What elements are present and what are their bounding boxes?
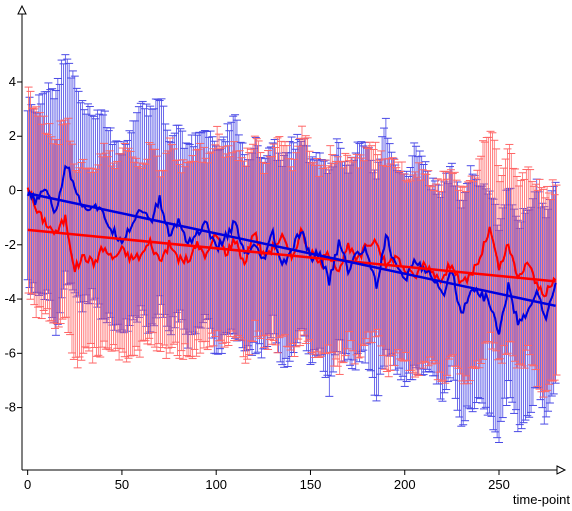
x-tick-label: 250 [488, 477, 510, 492]
trend-line [27, 228, 556, 283]
axes [17, 4, 567, 475]
x-axis-arrow [556, 465, 567, 475]
x-tick-label: 200 [394, 477, 416, 492]
y-tick-label: -6 [4, 345, 16, 360]
trend-line [27, 192, 556, 308]
x-tick-label: 0 [24, 477, 31, 492]
y-tick-label: 0 [9, 183, 16, 198]
y-tick-label: 4 [9, 74, 16, 89]
y-tick-label: -8 [4, 400, 16, 415]
x-tick-label: 150 [300, 477, 322, 492]
y-tick-label: -2 [4, 237, 16, 252]
trend-lines-layer [27, 192, 556, 308]
tick-labels: 0 50 100 150 200 250 4 2 0 -2 -4 -6 -8 [4, 74, 509, 492]
x-tick-label: 50 [115, 477, 129, 492]
y-axis-arrow [17, 4, 27, 15]
x-tick-label: 100 [205, 477, 227, 492]
y-tick-label: -4 [4, 291, 16, 306]
y-tick-label: 2 [9, 128, 16, 143]
series-line [26, 187, 557, 298]
x-axis-title: time-point [513, 492, 570, 507]
